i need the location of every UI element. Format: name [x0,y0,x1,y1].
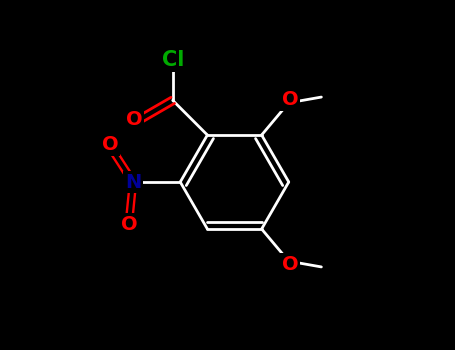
Text: O: O [126,110,142,129]
Text: O: O [282,90,298,109]
Text: Cl: Cl [162,50,184,70]
Text: O: O [121,215,138,234]
Text: N: N [125,173,141,191]
Text: O: O [282,255,298,274]
Text: O: O [102,135,119,154]
